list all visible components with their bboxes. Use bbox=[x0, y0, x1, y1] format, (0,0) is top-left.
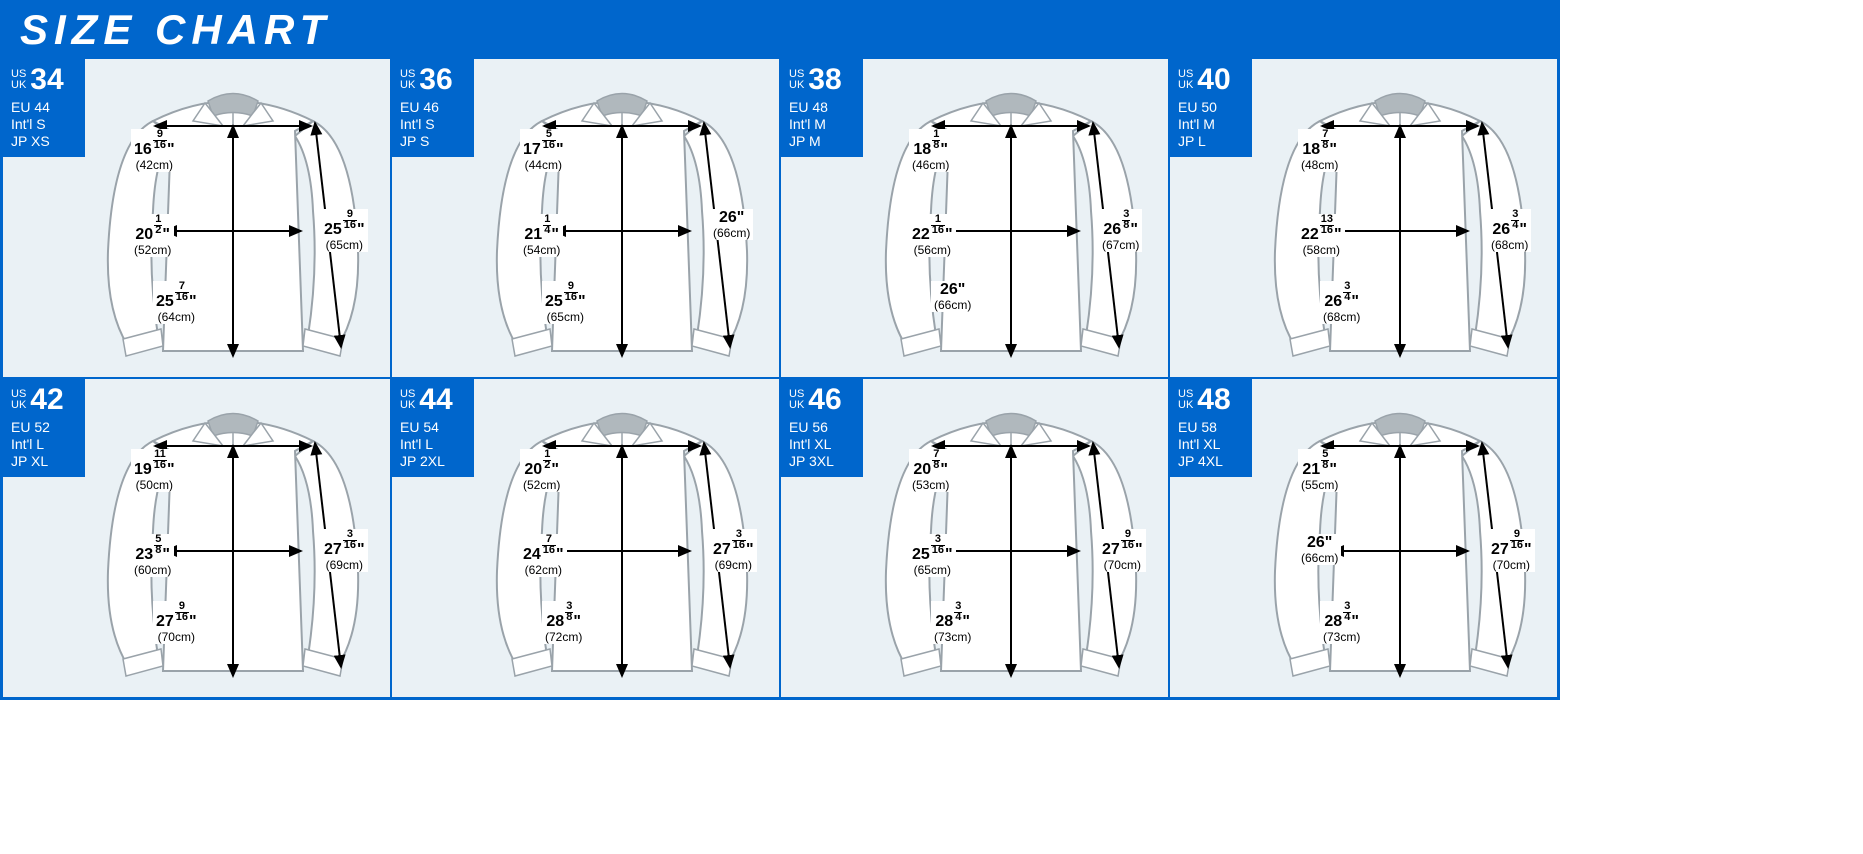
size-grid: USUK 34 EU 44 Int'l S JP XS bbox=[2, 58, 1558, 698]
size-cell: USUK 42 EU 52 Int'l L JP XL bbox=[2, 378, 391, 698]
length-measure: 2834"(73cm) bbox=[931, 601, 974, 644]
chart-title: SIZE CHART bbox=[20, 6, 331, 53]
eu-size: EU 58 bbox=[1178, 419, 1244, 435]
size-badge: USUK 38 EU 48 Int'l M JP M bbox=[781, 59, 863, 157]
usuk-size: 46 bbox=[808, 383, 841, 418]
eu-size: EU 44 bbox=[11, 99, 77, 115]
intl-size: Int'l XL bbox=[789, 436, 855, 452]
size-badge: USUK 34 EU 44 Int'l S JP XS bbox=[3, 59, 85, 157]
jp-size: JP XL bbox=[11, 453, 77, 469]
sleeve-measure: 2634"(68cm) bbox=[1488, 209, 1531, 252]
sleeve-measure: 27316"(69cm) bbox=[321, 529, 368, 572]
size-badge: USUK 44 EU 54 Int'l L JP 2XL bbox=[392, 379, 474, 477]
intl-size: Int'l L bbox=[400, 436, 466, 452]
title-bar: SIZE CHART bbox=[2, 2, 1558, 58]
size-cell: USUK 38 EU 48 Int'l M JP M bbox=[780, 58, 1169, 378]
size-cell: USUK 34 EU 44 Int'l S JP XS bbox=[2, 58, 391, 378]
jp-size: JP L bbox=[1178, 133, 1244, 149]
shoulder-measure: 1878"(48cm) bbox=[1298, 129, 1341, 172]
length-measure: 25916"(65cm) bbox=[542, 281, 589, 324]
eu-size: EU 54 bbox=[400, 419, 466, 435]
uk-label: UK bbox=[11, 80, 26, 91]
intl-size: Int'l S bbox=[11, 116, 77, 132]
jp-size: JP XS bbox=[11, 133, 77, 149]
eu-size: EU 56 bbox=[789, 419, 855, 435]
jp-size: JP 4XL bbox=[1178, 453, 1244, 469]
jp-size: JP 2XL bbox=[400, 453, 466, 469]
eu-size: EU 50 bbox=[1178, 99, 1244, 115]
usuk-size: 42 bbox=[30, 383, 63, 418]
shoulder-measure: 16916"(42cm) bbox=[131, 129, 178, 172]
shoulder-measure: 2158"(55cm) bbox=[1298, 449, 1341, 492]
sleeve-measure: 27916"(70cm) bbox=[1488, 529, 1535, 572]
eu-size: EU 48 bbox=[789, 99, 855, 115]
sleeve-measure: 26"(66cm) bbox=[710, 209, 753, 240]
size-badge: USUK 40 EU 50 Int'l M JP L bbox=[1170, 59, 1252, 157]
chest-measure: 2012"(52cm) bbox=[131, 214, 174, 257]
size-cell: USUK 36 EU 46 Int'l S JP S bbox=[391, 58, 780, 378]
chest-measure: 22116"(56cm) bbox=[909, 214, 956, 257]
shoulder-measure: 1818"(46cm) bbox=[909, 129, 952, 172]
chest-measure: 25316"(65cm) bbox=[909, 534, 956, 577]
length-measure: 2838"(72cm) bbox=[542, 601, 585, 644]
usuk-size: 34 bbox=[30, 63, 63, 98]
chest-measure: 221316"(58cm) bbox=[1298, 214, 1345, 257]
chest-measure: 2114"(54cm) bbox=[520, 214, 563, 257]
usuk-size: 36 bbox=[419, 63, 452, 98]
chest-measure: 26"(66cm) bbox=[1298, 534, 1341, 565]
length-measure: 2634"(68cm) bbox=[1320, 281, 1363, 324]
size-badge: USUK 36 EU 46 Int'l S JP S bbox=[392, 59, 474, 157]
size-chart: SIZE CHART USUK 34 EU 44 Int'l S JP XS bbox=[0, 0, 1560, 700]
uk-label: UK bbox=[789, 80, 804, 91]
usuk-size: 40 bbox=[1197, 63, 1230, 98]
jp-size: JP S bbox=[400, 133, 466, 149]
uk-label: UK bbox=[1178, 400, 1193, 411]
shoulder-measure: 191116"(50cm) bbox=[131, 449, 178, 492]
length-measure: 2834"(73cm) bbox=[1320, 601, 1363, 644]
sleeve-measure: 27316"(69cm) bbox=[710, 529, 757, 572]
intl-size: Int'l S bbox=[400, 116, 466, 132]
intl-size: Int'l M bbox=[1178, 116, 1244, 132]
size-cell: USUK 40 EU 50 Int'l M JP L bbox=[1169, 58, 1558, 378]
chest-measure: 24716"(62cm) bbox=[520, 534, 567, 577]
size-cell: USUK 44 EU 54 Int'l L JP 2XL bbox=[391, 378, 780, 698]
uk-label: UK bbox=[1178, 80, 1193, 91]
sleeve-measure: 2638"(67cm) bbox=[1099, 209, 1142, 252]
sleeve-measure: 27916"(70cm) bbox=[1099, 529, 1146, 572]
jp-size: JP M bbox=[789, 133, 855, 149]
sleeve-measure: 25916"(65cm) bbox=[321, 209, 368, 252]
uk-label: UK bbox=[11, 400, 26, 411]
chest-measure: 2358"(60cm) bbox=[131, 534, 174, 577]
intl-size: Int'l XL bbox=[1178, 436, 1244, 452]
usuk-size: 44 bbox=[419, 383, 452, 418]
shoulder-measure: 2012"(52cm) bbox=[520, 449, 563, 492]
size-badge: USUK 42 EU 52 Int'l L JP XL bbox=[3, 379, 85, 477]
eu-size: EU 52 bbox=[11, 419, 77, 435]
size-cell: USUK 48 EU 58 Int'l XL JP 4XL bbox=[1169, 378, 1558, 698]
jp-size: JP 3XL bbox=[789, 453, 855, 469]
size-badge: USUK 48 EU 58 Int'l XL JP 4XL bbox=[1170, 379, 1252, 477]
intl-size: Int'l M bbox=[789, 116, 855, 132]
intl-size: Int'l L bbox=[11, 436, 77, 452]
uk-label: UK bbox=[400, 400, 415, 411]
size-cell: USUK 46 EU 56 Int'l XL JP 3XL bbox=[780, 378, 1169, 698]
shoulder-measure: 17516"(44cm) bbox=[520, 129, 567, 172]
length-measure: 26"(66cm) bbox=[931, 281, 974, 312]
usuk-size: 38 bbox=[808, 63, 841, 98]
size-badge: USUK 46 EU 56 Int'l XL JP 3XL bbox=[781, 379, 863, 477]
uk-label: UK bbox=[789, 400, 804, 411]
uk-label: UK bbox=[400, 80, 415, 91]
usuk-size: 48 bbox=[1197, 383, 1230, 418]
length-measure: 27916"(70cm) bbox=[153, 601, 200, 644]
eu-size: EU 46 bbox=[400, 99, 466, 115]
shoulder-measure: 2078"(53cm) bbox=[909, 449, 952, 492]
length-measure: 25716"(64cm) bbox=[153, 281, 200, 324]
